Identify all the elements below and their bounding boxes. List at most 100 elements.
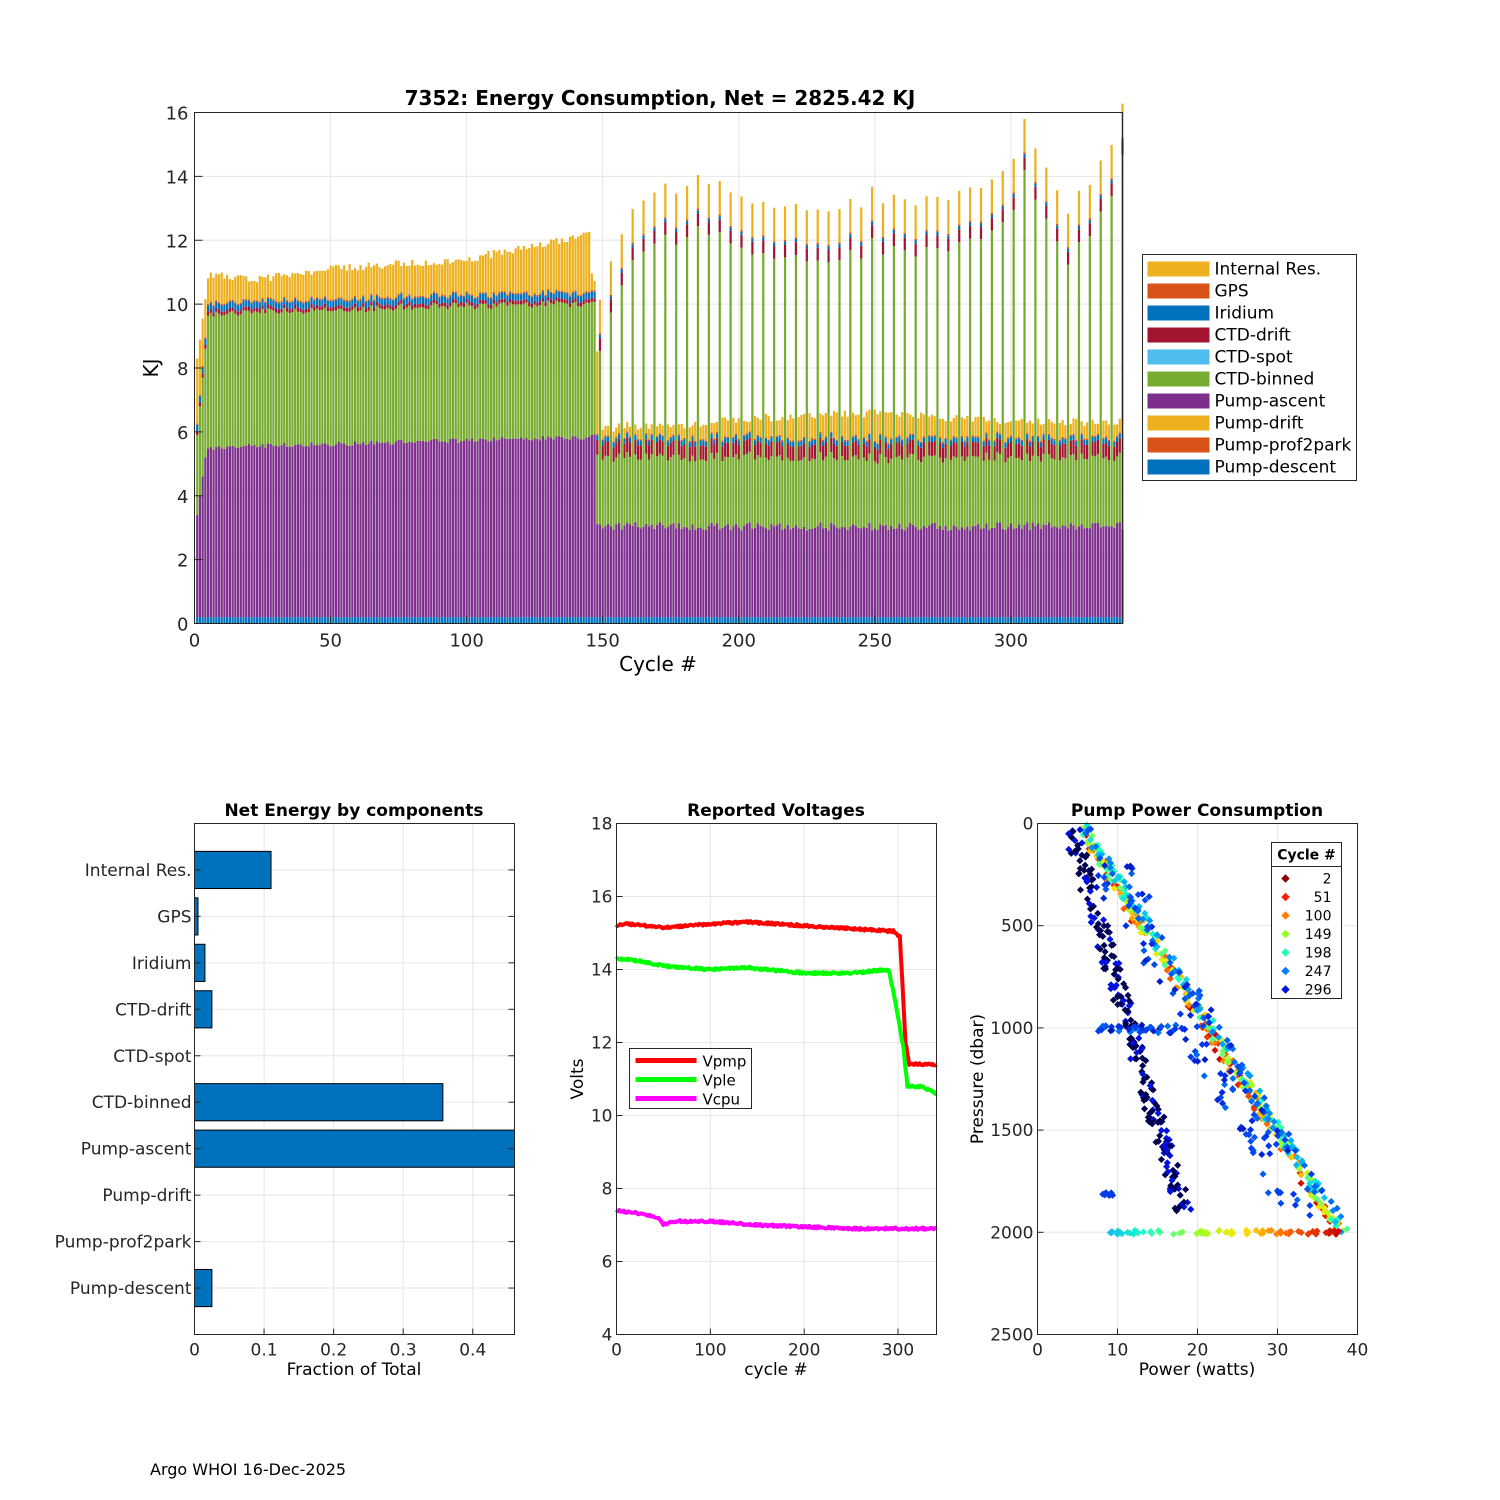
energy-bar-segment	[294, 308, 297, 445]
pump-power-legend-marker	[1281, 874, 1290, 883]
energy-bar-segment	[217, 446, 221, 618]
energy-bar-segment	[960, 417, 964, 436]
net-energy-x-axis-label: Fraction of Total	[287, 1360, 422, 1380]
energy-bar-segment	[343, 300, 346, 308]
energy-bar-segment	[522, 246, 525, 293]
energy-bar-segment	[1061, 525, 1064, 618]
energy-bar-segment	[571, 436, 574, 618]
energy-bar-segment	[215, 300, 218, 302]
energy-bar-segment	[636, 445, 640, 460]
energy-bar-segment	[367, 617, 370, 624]
energy-bar-segment	[261, 305, 264, 310]
energy-bar-segment	[397, 439, 400, 618]
energy-bar-segment	[264, 447, 267, 618]
energy-bar-segment	[841, 617, 844, 624]
energy-bar-segment	[672, 424, 675, 435]
energy-bar-segment	[389, 309, 392, 445]
energy-y-tick-label: 14	[166, 167, 189, 188]
energy-bar-segment	[462, 440, 466, 618]
energy-bars	[196, 103, 1124, 624]
energy-bar-segment	[1107, 424, 1111, 440]
energy-bar-segment	[258, 309, 261, 313]
net-energy-category-label: CTD-binned	[92, 1093, 192, 1113]
pump-power-title: Pump Power Consumption	[1071, 801, 1323, 821]
energy-bar-segment	[539, 293, 542, 295]
energy-y-axis-label: KJ	[139, 358, 163, 377]
energy-bar-segment	[1107, 527, 1111, 618]
energy-bar-segment	[481, 617, 485, 624]
energy-bar-segment	[1075, 419, 1078, 440]
pump-power-point	[1154, 1109, 1162, 1117]
energy-bar-segment	[993, 418, 996, 441]
energy-bar-segment	[503, 302, 506, 439]
energy-bar-segment	[438, 307, 441, 442]
energy-bar-segment	[421, 297, 425, 304]
energy-bar-segment	[879, 439, 882, 455]
energy-bar-segment	[849, 617, 852, 624]
energy-bar-segment	[914, 205, 917, 239]
pump-power-legend-marker	[1281, 966, 1290, 976]
energy-bar-segment	[438, 441, 441, 618]
energy-bar-segment	[487, 304, 490, 309]
pump-power-legend-label: 296	[1305, 983, 1332, 999]
energy-bar-segment	[903, 234, 906, 238]
energy-bar-segment	[234, 303, 237, 310]
energy-bar-segment	[247, 299, 251, 301]
energy-bar-segment	[324, 270, 327, 297]
pump-power-point	[1201, 1056, 1209, 1064]
energy-bar-segment	[955, 617, 958, 624]
energy-bar-segment	[582, 300, 585, 305]
energy-bar-segment	[835, 441, 838, 446]
energy-bar-segment	[958, 224, 961, 227]
voltages-legend-label: Vpmp	[703, 1053, 747, 1071]
energy-bar-segment	[566, 292, 569, 294]
energy-bar-segment	[470, 295, 474, 303]
energy-bar-segment	[1113, 446, 1116, 462]
energy-bar-segment	[745, 439, 749, 454]
energy-bar-segment	[947, 233, 950, 236]
energy-bar-segment	[764, 528, 768, 618]
energy-bar-segment	[604, 455, 607, 527]
energy-bar-segment	[348, 301, 351, 308]
energy-bar-segment	[617, 453, 621, 523]
energy-bar-segment	[732, 526, 735, 618]
energy-bar-segment	[451, 438, 455, 618]
energy-bar-segment	[280, 301, 283, 303]
energy-bar-segment	[454, 259, 457, 292]
energy-bar-segment	[427, 305, 430, 310]
energy-bar-segment	[1047, 617, 1051, 624]
energy-bar-segment	[1105, 525, 1108, 618]
energy-bar-segment	[419, 440, 422, 618]
energy-bar-segment	[1105, 436, 1108, 438]
energy-bar-segment	[476, 260, 479, 297]
energy-bar-segment	[345, 307, 349, 312]
energy-bar-segment	[770, 435, 773, 438]
energy-bar-segment	[745, 421, 749, 434]
energy-bar-segment	[851, 617, 855, 624]
energy-bar-segment	[672, 435, 675, 441]
energy-bar-segment	[539, 294, 542, 302]
energy-bar-segment	[1094, 617, 1097, 624]
energy-bar-segment	[873, 461, 876, 529]
energy-bar-segment	[421, 303, 425, 308]
energy-x-tick-label: 100	[449, 631, 483, 652]
energy-bar-segment	[748, 437, 751, 452]
energy-bar-segment	[285, 275, 289, 301]
pump-power-point	[1182, 1035, 1190, 1043]
energy-bar-segment	[394, 617, 397, 624]
energy-bar-segment	[457, 295, 460, 297]
energy-bar-segment	[209, 302, 212, 310]
energy-bar-segment	[851, 437, 855, 443]
energy-bar-segment	[1017, 524, 1021, 618]
pump-power-point	[1229, 1085, 1237, 1093]
energy-bar-segment	[313, 306, 316, 311]
energy-bar-segment	[762, 201, 765, 236]
energy-bar-segment	[993, 446, 996, 461]
pump-power-point	[1094, 872, 1102, 880]
energy-bar-segment	[930, 437, 934, 442]
energy-bar-segment	[430, 617, 433, 624]
energy-bar-segment	[430, 264, 433, 294]
energy-bar-segment	[881, 203, 885, 237]
energy-bar-segment	[854, 454, 857, 526]
energy-bar-segment	[1023, 157, 1026, 171]
